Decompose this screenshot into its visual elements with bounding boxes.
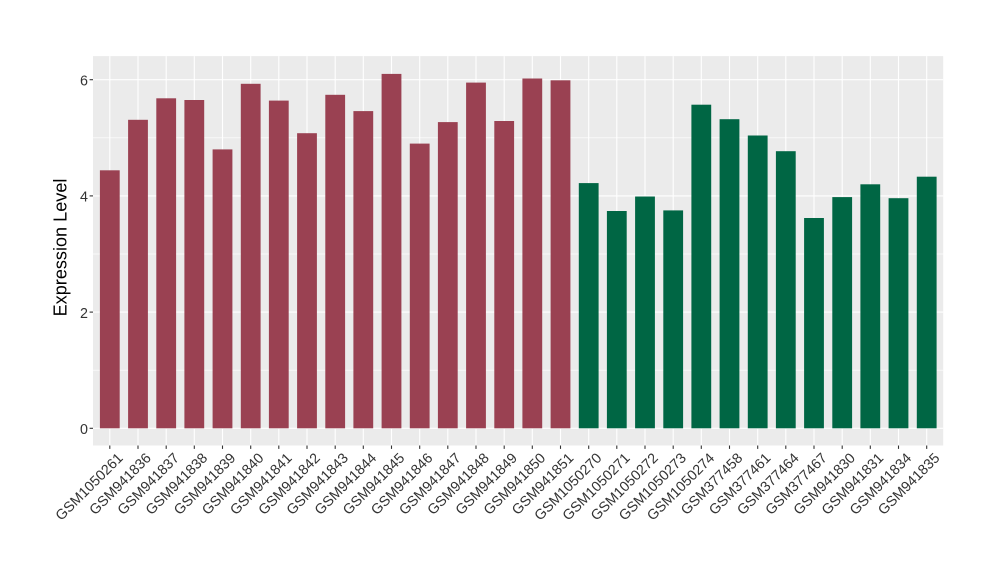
svg-text:0: 0 (80, 422, 88, 438)
svg-text:2: 2 (80, 306, 88, 322)
svg-text:Expression Level: Expression Level (51, 179, 71, 317)
svg-text:6: 6 (80, 73, 88, 89)
svg-text:4: 4 (80, 190, 88, 206)
